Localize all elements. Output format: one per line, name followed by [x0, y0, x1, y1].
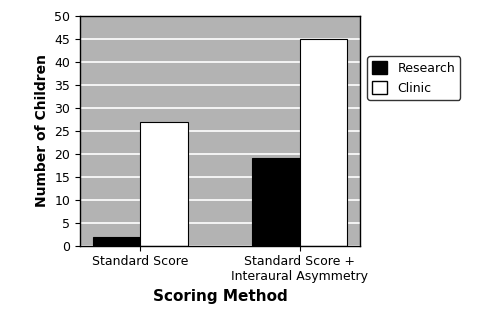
X-axis label: Scoring Method: Scoring Method: [152, 289, 288, 304]
Y-axis label: Number of Children: Number of Children: [34, 54, 48, 207]
Bar: [252, 158, 300, 246]
Bar: [300, 39, 348, 246]
Bar: [140, 122, 188, 246]
Bar: [92, 237, 140, 246]
Legend: Research, Clinic: Research, Clinic: [368, 56, 460, 100]
